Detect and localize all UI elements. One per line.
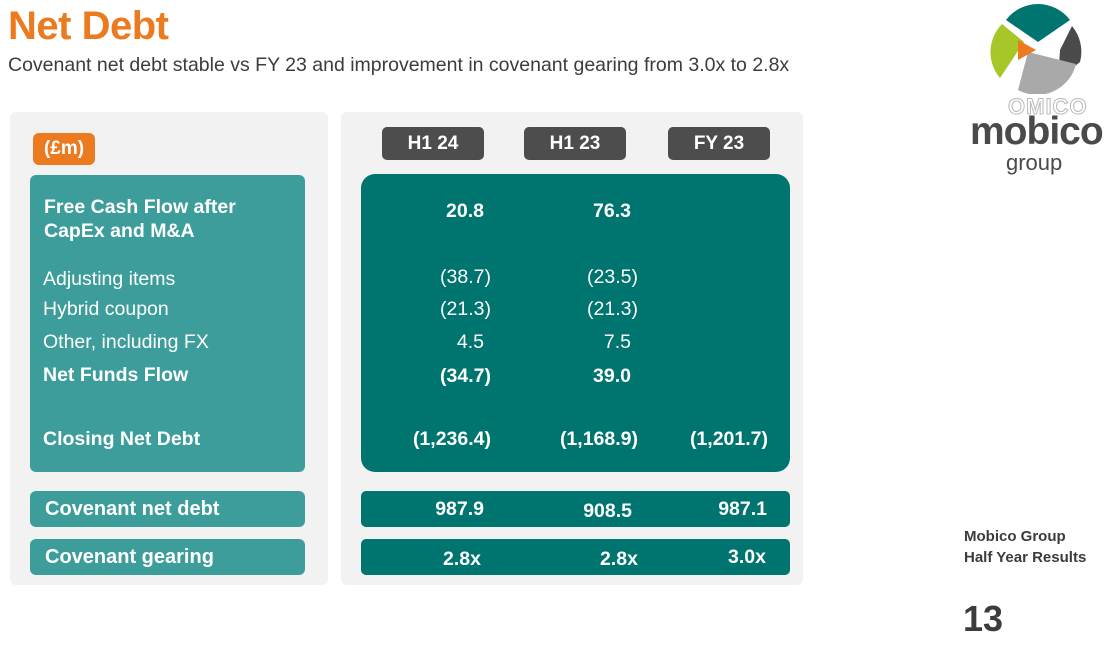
row-label-other-fx: Other, including FX (43, 331, 209, 353)
value-nff-h1-23: 39.0 (593, 365, 631, 387)
column-header-fy-23: FY 23 (668, 127, 770, 160)
value-cnd-h1-23: (1,168.9) (559, 428, 638, 450)
logo-subtitle: group (1006, 150, 1063, 175)
covenant-net-debt-values (361, 491, 790, 527)
column-header-h1-23: H1 23 (524, 127, 626, 160)
page-title: Net Debt (8, 4, 169, 48)
row-label-closing-net-debt: Closing Net Debt (43, 428, 201, 450)
page-subtitle: Covenant net debt stable vs FY 23 and im… (8, 54, 790, 76)
covenant-gearing-label: Covenant gearing (30, 539, 305, 575)
row-label-hybrid-coupon: Hybrid coupon (43, 298, 169, 320)
covenant-net-debt-h1-23: 908.5 (583, 500, 632, 522)
value-hybrid-h1-24: (21.3) (440, 298, 491, 320)
logo-wordmark: mobico (970, 110, 1104, 153)
page-number: 13 (963, 598, 1004, 639)
mobico-logo: OMICO mobico group (968, 2, 1108, 180)
value-nff-h1-24: (34.7) (440, 365, 491, 387)
unit-badge: (£m) (33, 133, 95, 165)
row-label-free-cash-flow: Free Cash Flow after CapEx and M&A (44, 196, 236, 242)
footer-text: Mobico Group Half Year Results (964, 526, 1086, 568)
footer-company: Mobico Group (964, 528, 1066, 545)
footer-report: Half Year Results (964, 549, 1087, 566)
logo-ghost-text: OMICO (1008, 94, 1088, 120)
value-fcf-h1-23: 76.3 (593, 200, 631, 222)
row-label-adjusting-items: Adjusting items (43, 268, 176, 290)
row-label-net-funds-flow: Net Funds Flow (43, 364, 189, 386)
row-values-box (361, 174, 790, 472)
mobico-logo-mark-icon (990, 4, 1082, 94)
row-labels-box (30, 175, 305, 472)
value-fcf-h1-24: 20.8 (446, 200, 484, 222)
covenant-gearing-h1-23: 2.8x (600, 548, 638, 570)
covenant-net-debt-h1-24: 987.9 (435, 498, 484, 520)
covenant-gearing-values (361, 539, 790, 575)
value-hybrid-h1-23: (21.3) (587, 298, 638, 320)
covenant-gearing-fy-23: 3.0x (728, 546, 766, 568)
column-header-h1-24: H1 24 (382, 127, 484, 160)
covenant-gearing-h1-24: 2.8x (443, 548, 481, 570)
value-other-h1-23: 7.5 (603, 331, 631, 353)
value-cnd-h1-24: (1,236.4) (412, 428, 491, 450)
value-cnd-fy-23: (1,201.7) (689, 428, 768, 450)
value-adjusting-h1-23: (23.5) (587, 266, 638, 288)
value-adjusting-h1-24: (38.7) (440, 266, 491, 288)
covenant-net-debt-label: Covenant net debt (30, 491, 305, 527)
value-other-h1-24: 4.5 (456, 331, 484, 353)
covenant-net-debt-fy-23: 987.1 (718, 498, 767, 520)
